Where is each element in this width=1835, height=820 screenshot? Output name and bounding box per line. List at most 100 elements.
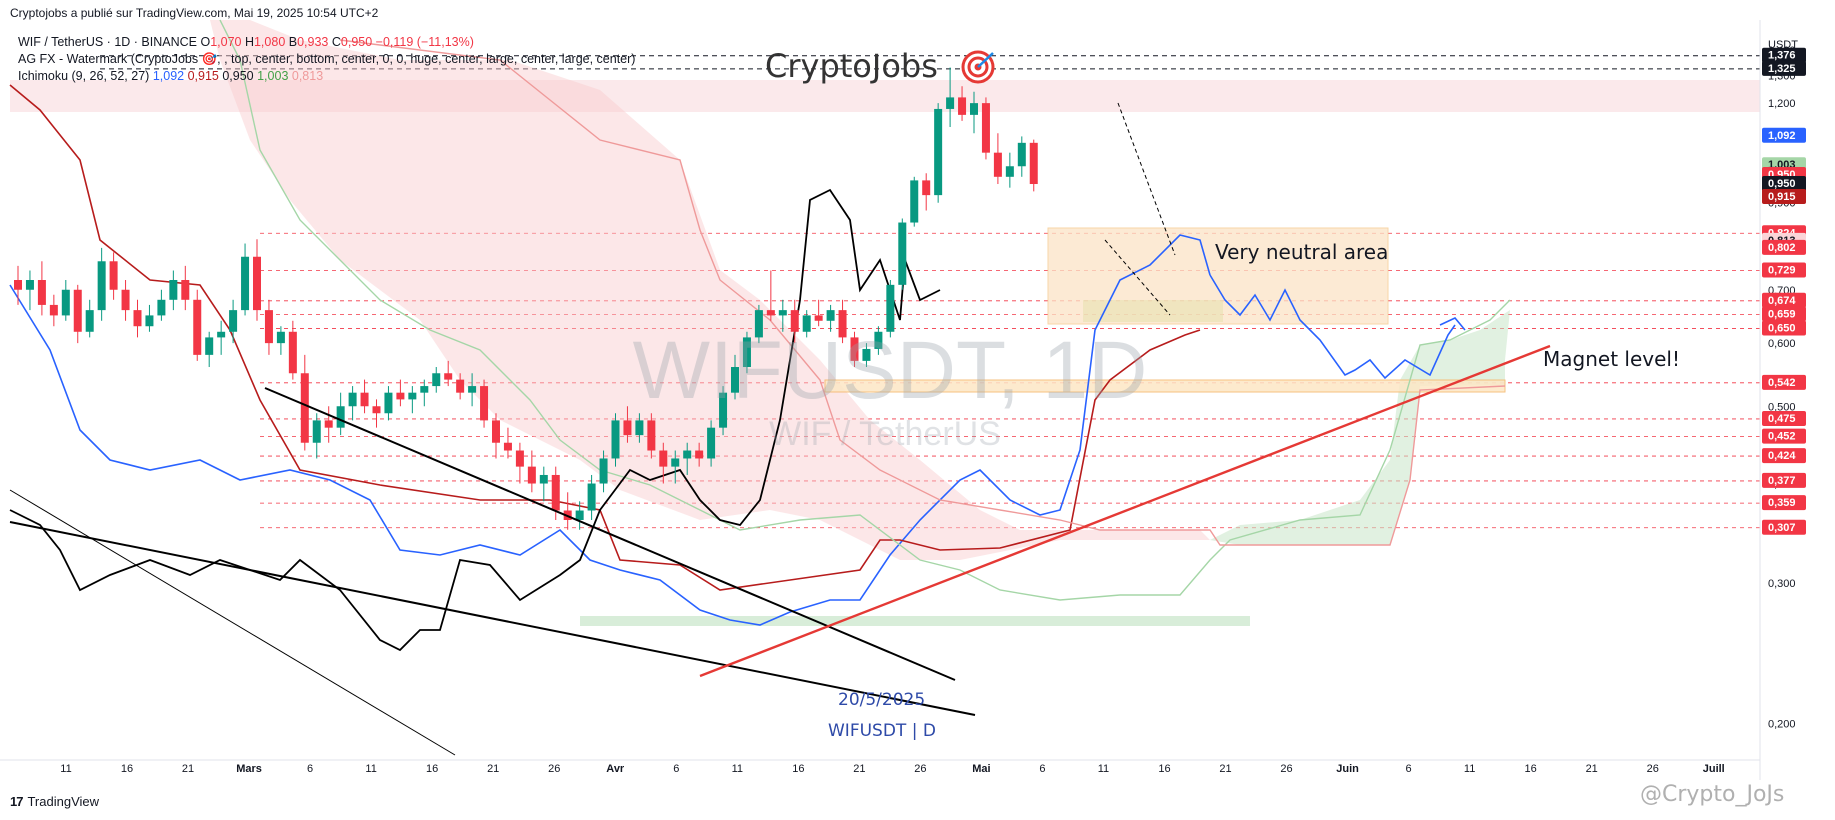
ichimoku-lines bbox=[9, 19, 1511, 652]
candle-body bbox=[157, 299, 166, 316]
time-tick-label: 11 bbox=[732, 763, 743, 775]
candle-body bbox=[707, 427, 716, 459]
footer: 17 TradingView bbox=[10, 794, 99, 809]
top-bar: Cryptojobs a publié sur TradingView.com,… bbox=[0, 0, 1835, 22]
time-tick-label: Mars bbox=[236, 763, 262, 775]
candle-body bbox=[814, 315, 823, 321]
candle-body bbox=[37, 280, 46, 305]
time-tick-label: 11 bbox=[365, 763, 376, 775]
price-tag-label: 0,475 bbox=[1768, 413, 1796, 425]
price-tag-label: 1,092 bbox=[1768, 130, 1796, 142]
candle-body bbox=[217, 331, 226, 338]
watermark-name: WIF / TetherUS bbox=[769, 415, 1001, 453]
candle-body bbox=[850, 337, 859, 361]
candle-body bbox=[468, 386, 477, 393]
candle-body bbox=[73, 289, 82, 332]
symbol-line: WIF / TetherUS · 1D · BINANCE bbox=[18, 35, 197, 49]
candle-body bbox=[790, 310, 799, 332]
candle-body bbox=[659, 450, 668, 467]
candle-body bbox=[970, 103, 978, 115]
price-tag-label: 0,950 bbox=[1768, 178, 1796, 190]
candle-body bbox=[181, 280, 190, 300]
price-tag bbox=[1762, 320, 1806, 336]
price-tag bbox=[1762, 410, 1806, 426]
candle-body bbox=[97, 261, 106, 311]
price-tag-label: 0,650 bbox=[1768, 322, 1796, 334]
senkou-span-b bbox=[339, 39, 1506, 546]
candle-body bbox=[635, 420, 644, 436]
time-tick-label: 21 bbox=[1219, 763, 1231, 775]
candle-body bbox=[647, 420, 656, 451]
time-tick-label: 6 bbox=[1406, 763, 1412, 775]
author-handle: @Crypto_JoJs bbox=[1640, 782, 1785, 807]
price-tag-label: 0,674 bbox=[1768, 295, 1796, 307]
candle-body bbox=[742, 337, 751, 368]
tenkan-sen bbox=[9, 234, 1211, 626]
time-tick-label: 21 bbox=[487, 763, 499, 775]
candle-body bbox=[1017, 142, 1026, 167]
candle-body bbox=[229, 310, 238, 332]
candle-body bbox=[671, 458, 680, 467]
price-tag bbox=[1762, 428, 1806, 444]
neutral-area-label: Very neutral area bbox=[1215, 240, 1388, 264]
tradingview-logo-icon: 17 bbox=[10, 794, 24, 809]
candle-body bbox=[49, 304, 58, 316]
date-label: 20/5/2025 bbox=[838, 690, 925, 710]
time-tick-label: 16 bbox=[792, 763, 804, 775]
price-tick-label: 1,200 bbox=[1768, 98, 1796, 110]
price-tag bbox=[1762, 47, 1806, 63]
price-axis[interactable]: USDT1,4001,3001,2001,1001,0000,9000,8000… bbox=[1759, 20, 1806, 780]
time-tick-label: 21 bbox=[1586, 763, 1598, 775]
time-tick-label: 26 bbox=[1647, 763, 1659, 775]
candle-body bbox=[503, 442, 512, 451]
candle-body bbox=[276, 331, 285, 344]
time-axis[interactable]: 11 16 21 Mars 6 11 16 21 26 Avr 6 11 16 21 26 Mai 6 11 16 2… bbox=[0, 759, 1760, 775]
candle-body bbox=[264, 310, 273, 344]
time-tick-label: 6 bbox=[1039, 763, 1045, 775]
neutral-zone-core bbox=[1083, 300, 1223, 322]
watermark-symbol: WIFUSDT, 1D bbox=[633, 325, 1148, 416]
pair-label: WIFUSDT | D bbox=[828, 721, 936, 741]
candle-body bbox=[205, 337, 214, 355]
candle-body bbox=[826, 310, 835, 321]
magnet-level-label: Magnet level! bbox=[1543, 347, 1680, 371]
low-value: 0,933 bbox=[297, 35, 329, 49]
descending-trendline-upper bbox=[264, 387, 956, 681]
candle-body bbox=[253, 256, 261, 311]
candle-body bbox=[778, 310, 787, 316]
candle-body bbox=[480, 386, 489, 421]
candle-body bbox=[731, 367, 739, 393]
candle-body bbox=[993, 152, 1002, 177]
price-tag bbox=[1762, 262, 1806, 278]
ichimoku-tenkan: 1,092 bbox=[152, 69, 185, 83]
candle-body bbox=[408, 392, 417, 400]
price-tag bbox=[1762, 127, 1806, 143]
price-tag-label: 0,542 bbox=[1768, 377, 1796, 389]
published-info: Cryptojobs a publié sur TradingView.com,… bbox=[10, 6, 379, 20]
time-tick-label: 21 bbox=[853, 763, 865, 775]
brand-title: CryptoJobs bbox=[765, 47, 938, 85]
candle-body bbox=[300, 373, 309, 443]
price-tag bbox=[1762, 472, 1806, 488]
candle-body bbox=[802, 315, 811, 332]
price-tag-label: 0,915 bbox=[1768, 191, 1796, 203]
price-tag bbox=[1762, 176, 1806, 192]
time-tick-label: 11 bbox=[1098, 763, 1109, 775]
candle-body bbox=[958, 97, 967, 115]
candle-body bbox=[719, 392, 728, 428]
candle-body bbox=[587, 483, 596, 511]
price-tag bbox=[1762, 292, 1806, 308]
candle-body bbox=[1029, 142, 1038, 185]
candle-body bbox=[312, 420, 321, 443]
kumo-bullish bbox=[1210, 310, 1510, 545]
price-tag-label: 0,452 bbox=[1768, 431, 1796, 443]
close-value: 0,950 bbox=[340, 35, 373, 49]
candle-body bbox=[910, 180, 919, 223]
time-tick-label: 11 bbox=[1464, 763, 1475, 775]
candle-body bbox=[444, 373, 453, 380]
candle-body bbox=[981, 103, 990, 153]
candle-body bbox=[25, 280, 34, 290]
ichimoku-span-a: 1,003 bbox=[257, 69, 289, 83]
candle-body bbox=[372, 406, 381, 414]
